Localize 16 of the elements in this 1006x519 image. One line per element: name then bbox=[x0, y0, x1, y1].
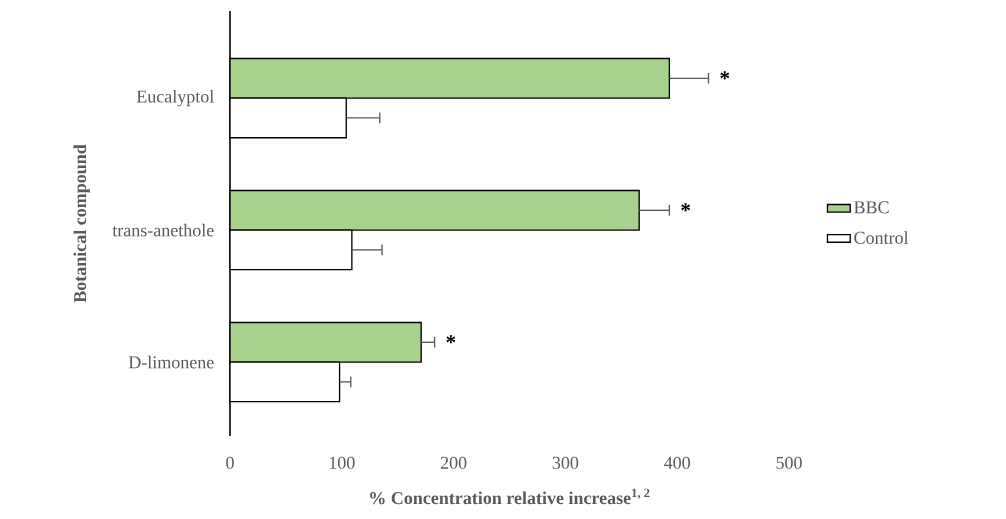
x-axis-title: % Concentration relative increase$^{1, 2}$ bbox=[370, 488, 650, 505]
x-tick-label: 400 bbox=[664, 456, 691, 469]
annotation: * bbox=[681, 203, 691, 212]
x-tick-label: 100 bbox=[329, 456, 355, 469]
legend-label: BBC bbox=[854, 201, 889, 214]
y-tick-label: Eucalyptol bbox=[136, 89, 214, 107]
x-tick-label: 200 bbox=[440, 456, 467, 469]
y-tick-label: D-limonene bbox=[128, 355, 214, 369]
x-tick-label: 0 bbox=[226, 456, 234, 469]
annotation: * bbox=[720, 71, 730, 80]
x-tick-label: 300 bbox=[552, 456, 579, 469]
y-axis-title: Botanical compound bbox=[73, 144, 90, 303]
x-tick-label: 500 bbox=[776, 456, 802, 469]
y-tick-label: trans-anethole bbox=[112, 223, 214, 237]
legend-label: Control bbox=[854, 231, 909, 244]
annotation: * bbox=[446, 335, 456, 344]
